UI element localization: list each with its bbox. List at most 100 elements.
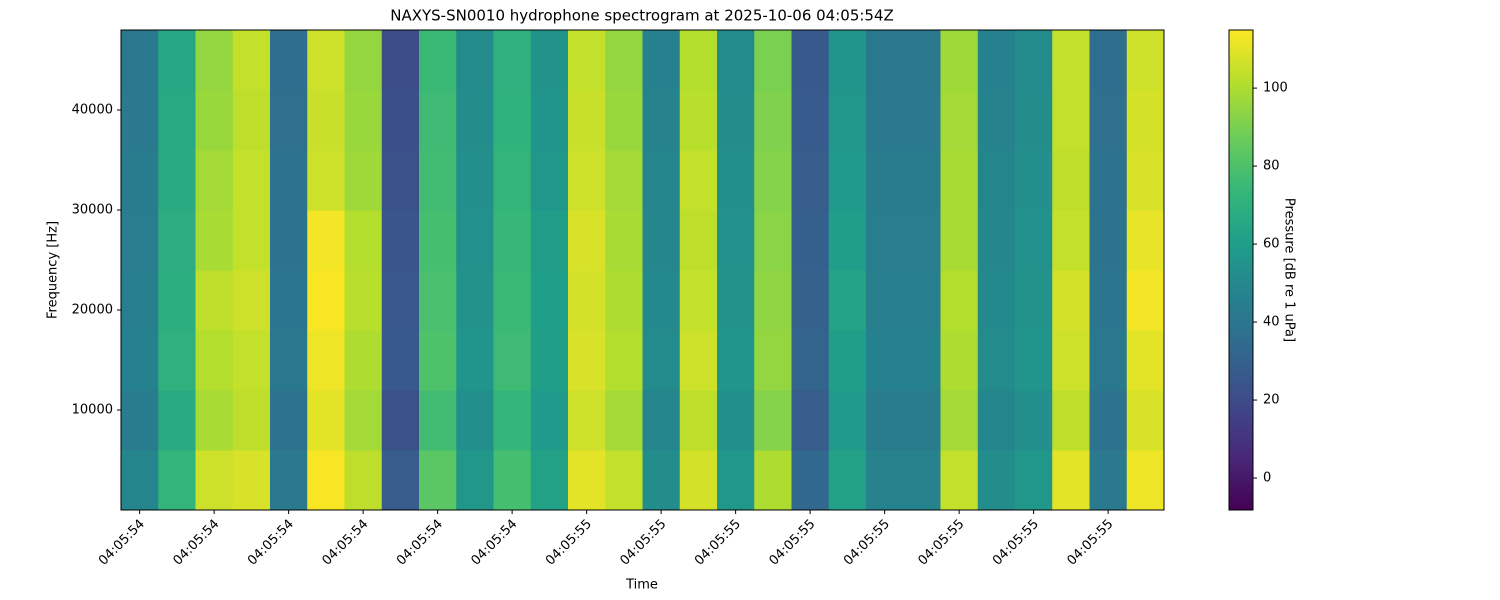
heatmap-cell xyxy=(121,150,159,211)
heatmap-cell xyxy=(977,450,1016,511)
heatmap-cell xyxy=(679,330,718,391)
heatmap-cell xyxy=(866,210,904,271)
heatmap-cell xyxy=(828,150,867,211)
x-tick-label: 04:05:55 xyxy=(1065,517,1117,569)
heatmap-cell xyxy=(717,90,755,151)
heatmap-cell xyxy=(232,150,271,211)
heatmap-cell xyxy=(1089,90,1128,151)
heatmap-cell xyxy=(232,450,271,511)
x-tick-label: 04:05:54 xyxy=(469,517,521,569)
heatmap-cell xyxy=(158,330,196,391)
heatmap-cell xyxy=(828,330,867,391)
heatmap-cell xyxy=(1126,30,1165,91)
heatmap-cell xyxy=(642,450,681,511)
heatmap-cell xyxy=(121,390,159,451)
heatmap-cell xyxy=(307,390,345,451)
heatmap-cell xyxy=(1052,270,1090,331)
heatmap-cell xyxy=(493,450,532,511)
heatmap-cell xyxy=(121,30,159,91)
heatmap-cell xyxy=(791,150,830,211)
heatmap-cell xyxy=(866,90,904,151)
heatmap-cell xyxy=(977,330,1016,391)
heatmap-cell xyxy=(903,330,941,391)
heatmap-cell xyxy=(456,330,494,391)
heatmap-cell xyxy=(642,30,681,91)
heatmap-cell xyxy=(493,390,532,451)
heatmap-cell xyxy=(977,150,1016,211)
heatmap-cell xyxy=(232,390,271,451)
heatmap-cell xyxy=(195,210,234,271)
heatmap-cell xyxy=(791,30,830,91)
heatmap-cell xyxy=(1089,450,1128,511)
x-tick-label: 04:05:54 xyxy=(394,517,446,569)
heatmap-cell xyxy=(791,210,830,271)
colorbar-tick-label: 80 xyxy=(1263,159,1280,174)
heatmap-cell xyxy=(866,330,904,391)
heatmap-cell xyxy=(754,210,792,271)
heatmap-cell xyxy=(344,150,383,211)
heatmap-cell xyxy=(270,330,308,391)
heatmap-cell xyxy=(344,330,383,391)
heatmap-cell xyxy=(493,150,532,211)
heatmap-cell xyxy=(158,30,196,91)
heatmap-cell xyxy=(605,30,643,91)
heatmap-cell xyxy=(419,390,457,451)
heatmap-cell xyxy=(866,30,904,91)
heatmap-cell xyxy=(866,150,904,211)
heatmap-cell xyxy=(568,330,606,391)
heatmap-cell xyxy=(679,450,718,511)
heatmap-cell xyxy=(530,330,569,391)
heatmap-cell xyxy=(232,330,271,391)
heatmap-cell xyxy=(717,270,755,331)
heatmap-cell xyxy=(754,390,792,451)
heatmap-cell xyxy=(828,90,867,151)
heatmap-cell xyxy=(568,90,606,151)
heatmap-cell xyxy=(307,150,345,211)
heatmap-cell xyxy=(568,30,606,91)
heatmap-cell xyxy=(195,30,234,91)
heatmap-cell xyxy=(791,90,830,151)
heatmap-cell xyxy=(977,270,1016,331)
heatmap-cell xyxy=(828,210,867,271)
heatmap-cell xyxy=(754,330,792,391)
heatmap-cell xyxy=(1015,450,1053,511)
heatmap-cell xyxy=(419,90,457,151)
heatmap-cell xyxy=(195,150,234,211)
heatmap-cell xyxy=(605,270,643,331)
colorbar-label: Pressure [dB re 1 uPa] xyxy=(1282,198,1297,342)
heatmap-cell xyxy=(1052,210,1090,271)
heatmap-cell xyxy=(121,90,159,151)
heatmap-cell xyxy=(1052,330,1090,391)
y-tick-label: 40000 xyxy=(72,103,113,118)
heatmap-cell xyxy=(307,210,345,271)
colorbar-tick-label: 40 xyxy=(1263,315,1280,330)
heatmap-cell xyxy=(605,150,643,211)
heatmap-cell xyxy=(642,210,681,271)
heatmap-cell xyxy=(940,330,979,391)
heatmap-cell xyxy=(381,210,420,271)
x-tick-label: 04:05:55 xyxy=(618,517,670,569)
heatmap-cell xyxy=(717,390,755,451)
heatmap-cell xyxy=(940,390,979,451)
heatmap-cell xyxy=(828,450,867,511)
heatmap-cell xyxy=(419,210,457,271)
heatmap-cell xyxy=(1126,330,1165,391)
heatmap-cell xyxy=(1089,330,1128,391)
heatmap-cell xyxy=(568,270,606,331)
x-tick-label: 04:05:55 xyxy=(692,517,744,569)
heatmap-cell xyxy=(605,90,643,151)
heatmap-cell xyxy=(381,330,420,391)
heatmap-cell xyxy=(419,270,457,331)
heatmap-cell xyxy=(270,450,308,511)
heatmap-cell xyxy=(158,150,196,211)
x-tick-label: 04:05:55 xyxy=(990,517,1042,569)
heatmap-cell xyxy=(381,150,420,211)
heatmap-cell xyxy=(642,390,681,451)
y-tick-label: 10000 xyxy=(72,403,113,418)
heatmap-cell xyxy=(1089,270,1128,331)
heatmap-cell xyxy=(121,450,159,511)
heatmap-cell xyxy=(493,210,532,271)
heatmap-cell xyxy=(791,270,830,331)
heatmap-cell xyxy=(419,30,457,91)
